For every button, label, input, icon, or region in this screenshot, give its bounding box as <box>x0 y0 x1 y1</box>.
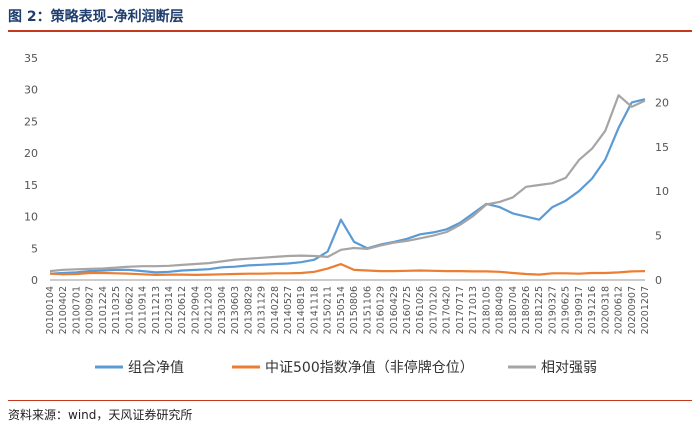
x-tick-label: 20170420 <box>442 286 453 334</box>
x-tick-label: 20120314 <box>164 286 175 334</box>
left-y-tick-label: 20 <box>24 147 38 160</box>
x-tick-label: 20180409 <box>495 286 506 334</box>
x-tick-label: 20110622 <box>124 286 135 334</box>
series-line-2 <box>49 94 646 273</box>
right-y-tick-label: 20 <box>655 96 669 109</box>
bottom-divider <box>8 400 692 401</box>
x-tick-label: 20130304 <box>217 286 228 334</box>
right-y-tick-label: 0 <box>655 274 662 287</box>
x-tick-label: 20110325 <box>111 286 122 334</box>
x-tick-label: 20170717 <box>455 286 466 334</box>
legend-label-2: 相对强弱 <box>541 360 597 376</box>
x-tick-label: 20160725 <box>402 286 413 334</box>
x-tick-label: 20201207 <box>640 286 651 334</box>
left-y-tick-label: 25 <box>24 115 38 128</box>
x-tick-label: 20200907 <box>627 286 638 334</box>
x-tick-label: 20171013 <box>468 286 479 334</box>
x-tick-label: 20150211 <box>323 286 334 334</box>
x-tick-label: 20180926 <box>521 286 532 334</box>
top-divider <box>8 30 692 32</box>
x-tick-label: 20140527 <box>283 286 294 334</box>
x-tick-label: 20120612 <box>177 286 188 334</box>
left-y-axis: 0 5 10 15 20 25 30 35 <box>24 52 38 287</box>
left-y-tick-label: 15 <box>24 179 38 192</box>
x-tick-label: 20140228 <box>270 286 281 334</box>
right-y-tick-label: 5 <box>655 230 662 243</box>
legend: 组合净值 中证500指数净值（非停牌仓位） 相对强弱 <box>95 359 597 376</box>
x-tick-label: 20200318 <box>600 286 611 334</box>
x-tick-label: 20141118 <box>309 286 320 334</box>
x-tick-label: 20150514 <box>336 286 347 334</box>
x-tick-label: 20190625 <box>561 286 572 334</box>
x-tick-label: 20160129 <box>376 286 387 334</box>
x-tick-label: 20170120 <box>428 286 439 334</box>
x-tick-label: 20190327 <box>547 286 558 334</box>
right-y-axis: 0 5 10 15 20 25 <box>655 52 669 287</box>
left-y-tick-label: 10 <box>24 211 38 224</box>
x-tick-label: 20180704 <box>508 286 519 334</box>
x-tick-label: 20180105 <box>481 286 492 334</box>
left-y-tick-label: 30 <box>24 84 38 97</box>
x-tick-label: 20111213 <box>151 286 162 334</box>
x-tick-label: 20200612 <box>614 286 625 334</box>
series-line-1 <box>49 263 646 276</box>
x-tick-label: 20100104 <box>45 286 56 334</box>
x-tick-label: 20101224 <box>98 286 109 334</box>
x-tick-label: 20121203 <box>204 286 215 334</box>
right-y-tick-label: 15 <box>655 141 669 154</box>
series-line-0 <box>49 98 646 275</box>
left-y-tick-label: 0 <box>31 274 38 287</box>
left-y-tick-label: 35 <box>24 52 38 65</box>
chart-title: 图 2：策略表现–净利润断层 <box>8 9 184 25</box>
left-y-tick-label: 5 <box>31 242 38 255</box>
x-tick-label: 20140819 <box>296 286 307 334</box>
series-lines <box>49 94 646 276</box>
x-tick-label: 20150806 <box>349 286 360 334</box>
right-y-tick-label: 25 <box>655 52 669 65</box>
x-tick-label: 20181225 <box>534 286 545 334</box>
legend-label-0: 组合净值 <box>128 360 184 376</box>
right-y-tick-label: 10 <box>655 185 669 198</box>
x-tick-label: 20131129 <box>257 286 268 334</box>
x-tick-label: 20151106 <box>362 286 373 334</box>
x-tick-label: 20100701 <box>71 286 82 334</box>
x-tick-label: 20160429 <box>389 286 400 334</box>
x-tick-label: 20161026 <box>415 286 426 334</box>
legend-label-1: 中证500指数净值（非停牌仓位） <box>265 359 474 376</box>
x-tick-label: 20130829 <box>243 286 254 334</box>
source-note: 资料来源：wind，天风证券研究所 <box>8 408 193 422</box>
x-tick-label: 20120904 <box>190 286 201 334</box>
x-tick-label: 20100402 <box>58 286 69 334</box>
x-tick-label: 20190917 <box>574 286 585 334</box>
x-tick-label: 20100927 <box>85 286 96 334</box>
x-axis-ticks: 20100104 20100402 20100701 20100927 20101224… <box>45 286 651 334</box>
x-tick-label: 20110914 <box>138 286 149 334</box>
x-tick-label: 20130603 <box>230 286 241 334</box>
x-tick-label: 20191216 <box>587 286 598 334</box>
